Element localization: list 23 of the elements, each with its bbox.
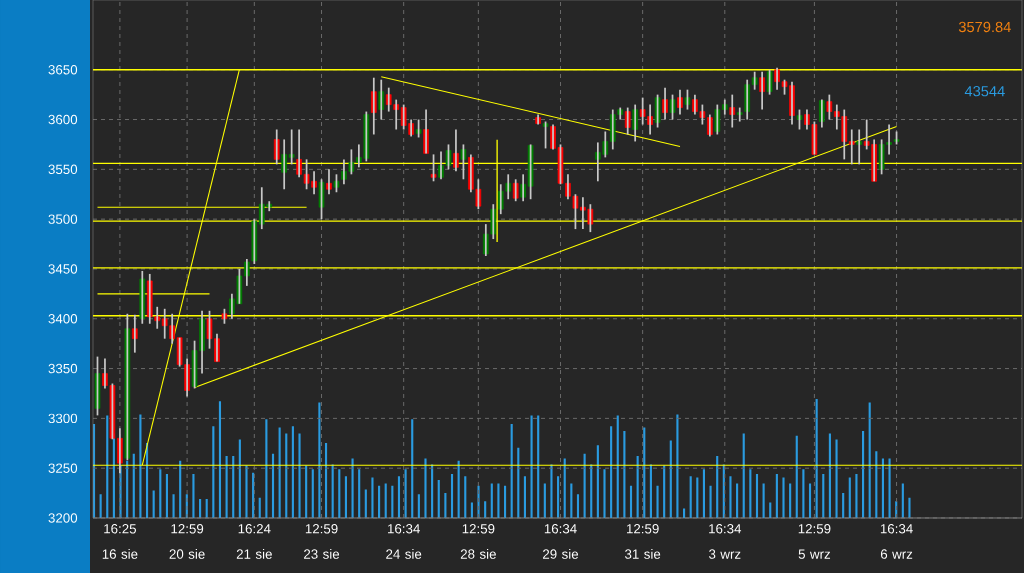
x-tick-label: 12:59 20 sie <box>169 524 205 559</box>
x-tick-label: 16:34 29 sie <box>543 524 579 559</box>
y-tick-label: 3300 <box>48 413 78 424</box>
x-tick-label: 16:34 24 sie <box>386 524 422 559</box>
y-tick-label: 3250 <box>48 463 78 473</box>
x-tick-label: 12:59 23 sie <box>304 524 340 559</box>
x-tick-label: 12:59 31 sie <box>624 524 661 559</box>
category-label: 12:59 5 wrz <box>798 524 831 559</box>
y-tick-label: 3550 <box>48 164 78 175</box>
y-tick-label: 3500 <box>48 214 78 224</box>
y-tick-label: 3200 <box>48 513 78 523</box>
y-tick-label: 3600 <box>48 114 78 125</box>
x-tick-label: 16:25 16 sie <box>102 524 138 559</box>
y-tick-label: 3400 <box>48 314 78 324</box>
x-tick-label: 12:59 28 sie <box>460 524 496 559</box>
y-tick-label: 3350 <box>48 363 78 374</box>
text: 3579.84 <box>958 21 1011 33</box>
x-tick-label: 16:24 21 sie <box>236 524 272 559</box>
text: 43544 <box>964 85 1005 97</box>
y-tick-label: 3650 <box>48 65 78 75</box>
x-tick-label: 16:34 6 wrz <box>880 524 913 559</box>
x-tick-label: 16:34 3 wrz <box>708 524 742 559</box>
y-tick-label: 3450 <box>48 264 78 274</box>
